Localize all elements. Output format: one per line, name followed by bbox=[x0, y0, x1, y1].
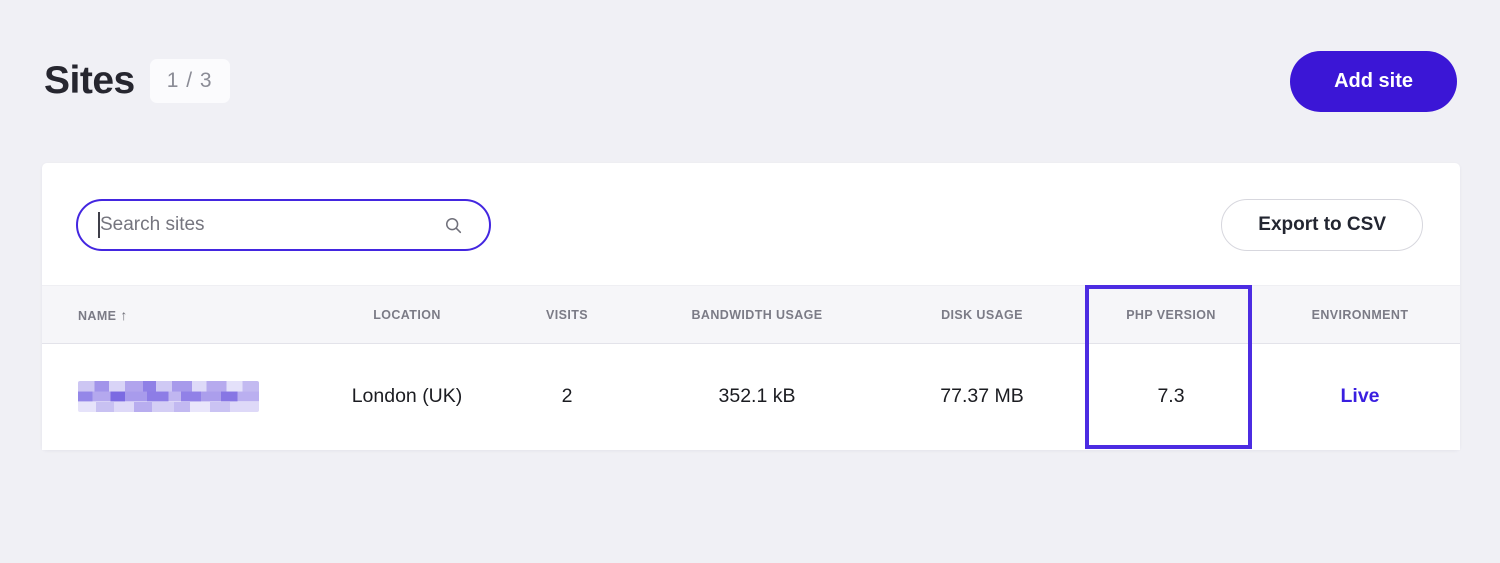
sort-ascending-icon: ↑ bbox=[120, 306, 128, 323]
visits-cell: 2 bbox=[561, 385, 573, 408]
location-cell: London (UK) bbox=[351, 385, 463, 408]
column-header-visits[interactable]: VISITS bbox=[546, 307, 588, 322]
bandwidth-cell: 352.1 kB bbox=[718, 385, 796, 408]
sites-table: NAME ↑ LOCATION VISITS BANDWIDTH USAGE DI… bbox=[42, 285, 1460, 450]
column-header-php-version[interactable]: PHP VERSION bbox=[1126, 307, 1216, 322]
disk-usage-cell: 77.37 MB bbox=[940, 385, 1024, 408]
column-header-location[interactable]: LOCATION bbox=[373, 307, 441, 322]
export-csv-button[interactable]: Export to CSV bbox=[1221, 199, 1423, 251]
column-header-name-label: NAME bbox=[78, 308, 117, 323]
environment-live-link[interactable]: Live bbox=[1340, 385, 1380, 408]
search-input-wrapper[interactable] bbox=[76, 199, 491, 251]
column-header-bandwidth-usage[interactable]: BANDWIDTH USAGE bbox=[691, 307, 823, 322]
text-caret bbox=[98, 212, 100, 238]
column-header-environment[interactable]: ENVIRONMENT bbox=[1311, 307, 1409, 322]
search-icon[interactable] bbox=[444, 216, 463, 235]
site-name-cell[interactable] bbox=[42, 344, 312, 450]
sites-card: Export to CSV NAME↑ LOCATION VISITS BAND… bbox=[42, 163, 1460, 450]
column-header-disk-usage[interactable]: DISK USAGE bbox=[941, 307, 1023, 322]
table-row[interactable]: London (UK) 2 352.1 kB 77.37 MB 7.3 Live bbox=[42, 343, 1460, 450]
sites-toolbar: Export to CSV bbox=[42, 163, 1460, 285]
page-header: Sites 1 / 3 Add site bbox=[0, 50, 1500, 112]
site-count-badge: 1 / 3 bbox=[149, 59, 230, 103]
column-header-name[interactable]: NAME ↑ bbox=[42, 286, 312, 344]
php-version-cell: 7.3 bbox=[1157, 385, 1185, 408]
table-header-row: NAME ↑ LOCATION VISITS BANDWIDTH USAGE DI… bbox=[42, 285, 1460, 344]
page-title: Sites bbox=[44, 59, 135, 102]
add-site-button[interactable]: Add site bbox=[1290, 50, 1457, 112]
search-input[interactable] bbox=[78, 214, 444, 236]
site-name-redacted[interactable] bbox=[78, 381, 259, 413]
